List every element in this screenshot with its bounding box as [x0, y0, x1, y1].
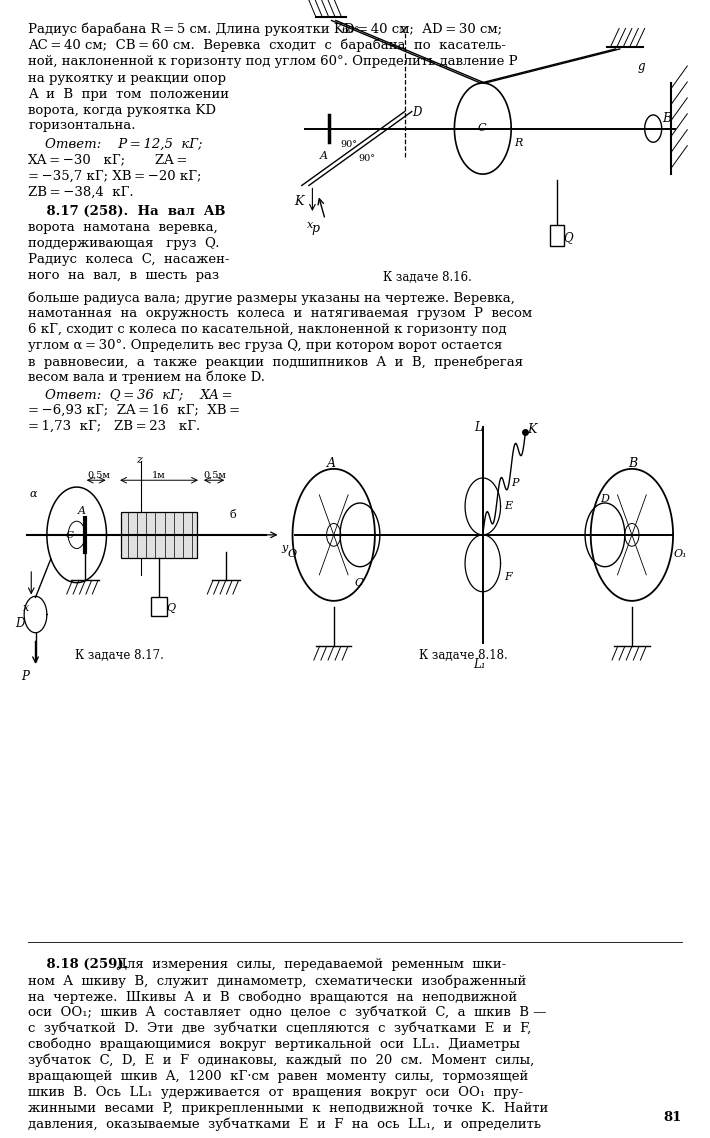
Text: 60°: 60°	[341, 26, 359, 35]
Text: L₁: L₁	[473, 658, 486, 670]
Text: ном  A  шкиву  B,  служит  динамометр,  схематически  изображенный: ном A шкиву B, служит динамометр, схемат…	[28, 974, 527, 988]
Text: в  равновесии,  а  также  реакции  подшипников  A  и  B,  пренебрегая: в равновесии, а также реакции подшипнико…	[28, 355, 523, 369]
Text: = −6,93 кГ;  ZA = 16  кГ;  XB =: = −6,93 кГ; ZA = 16 кГ; XB =	[28, 404, 241, 417]
Text: 6 кГ, сходит с колеса по касательной, наклоненной к горизонту под: 6 кГ, сходит с колеса по касательной, на…	[28, 323, 507, 336]
Text: намотанная  на  окружность  колеса  и  натягиваемая  грузом  P  весом: намотанная на окружность колеса и натяги…	[28, 307, 532, 320]
Text: больше радиуса вала; другие размеры указаны на чертеже. Веревка,: больше радиуса вала; другие размеры указ…	[28, 291, 515, 305]
Text: ZB = −38,4  кГ.: ZB = −38,4 кГ.	[28, 185, 134, 198]
Text: C: C	[65, 531, 74, 541]
Text: x: x	[307, 220, 313, 230]
Text: p: p	[311, 222, 319, 234]
Text: g: g	[638, 60, 645, 73]
Text: 81: 81	[663, 1112, 682, 1124]
Text: y: y	[282, 543, 288, 553]
Text: горизонтальна.: горизонтальна.	[28, 119, 136, 132]
Text: = −35,7 кГ; XB = −20 кГ;: = −35,7 кГ; XB = −20 кГ;	[28, 170, 202, 182]
Text: D: D	[600, 494, 608, 504]
Text: z: z	[136, 455, 141, 465]
Text: P: P	[21, 670, 29, 683]
Text: O: O	[288, 549, 297, 559]
Text: Q: Q	[166, 603, 175, 613]
Text: z: z	[400, 23, 407, 35]
Text: D: D	[16, 617, 25, 629]
Text: Радиус барабана R = 5 см. Длина рукоятки KD = 40 см;  AD = 30 см;: Радиус барабана R = 5 см. Длина рукоятки…	[28, 23, 503, 36]
Text: Ответ:    P = 12,5  кГ;: Ответ: P = 12,5 кГ;	[28, 138, 203, 150]
Text: Ответ:  Q = 36  кГ;    XA =: Ответ: Q = 36 кГ; XA =	[28, 388, 233, 401]
Text: зубчаток  C,  D,  E  и  F  одинаковы,  каждый  по  20  см.  Момент  силы,: зубчаток C, D, E и F одинаковы, каждый п…	[28, 1054, 535, 1067]
Polygon shape	[121, 512, 197, 558]
Text: F: F	[504, 572, 512, 583]
Text: A  и  B  при  том  положении: A и B при том положении	[28, 88, 229, 100]
Text: P: P	[511, 478, 519, 488]
Text: B: B	[662, 112, 671, 124]
Text: B: B	[628, 457, 638, 470]
Text: R: R	[514, 138, 523, 148]
Text: E: E	[504, 501, 512, 511]
Text: ворота, когда рукоятка KD: ворота, когда рукоятка KD	[28, 104, 217, 116]
Text: ворота  намотана  веревка,: ворота намотана веревка,	[28, 221, 218, 233]
Text: K: K	[295, 195, 304, 207]
Text: O₁: O₁	[673, 549, 687, 559]
Text: ного  на  вал,  в  шесть  раз: ного на вал, в шесть раз	[28, 269, 219, 281]
Text: α: α	[29, 489, 37, 500]
Text: Q: Q	[563, 231, 573, 244]
Text: углом α = 30°. Определить вес груза Q, при котором ворот остается: углом α = 30°. Определить вес груза Q, п…	[28, 339, 503, 352]
Text: 1м: 1м	[152, 471, 165, 480]
Text: A: A	[78, 506, 86, 517]
Text: = 1,73  кГ;   ZB = 23   кГ.: = 1,73 кГ; ZB = 23 кГ.	[28, 420, 201, 432]
Text: 0,5м: 0,5м	[203, 471, 226, 480]
Text: A: A	[320, 151, 328, 162]
Text: C: C	[478, 123, 486, 133]
Text: поддерживающая   груз  Q.: поддерживающая груз Q.	[28, 237, 220, 249]
Text: 0,5м: 0,5м	[87, 471, 110, 480]
Text: свободно  вращающимися  вокруг  вертикальной  оси  LL₁.  Диаметры: свободно вращающимися вокруг вертикально…	[28, 1038, 520, 1052]
Text: с  зубчаткой  D.  Эти  две  зубчатки  сцепляются  с  зубчатками  E  и  F,: с зубчаткой D. Эти две зубчатки сцепляют…	[28, 1022, 532, 1036]
Text: жинными  весами  P,  прикрепленными  к  неподвижной  точке  K.  Найти: жинными весами P, прикрепленными к непод…	[28, 1102, 549, 1114]
Text: оси  OO₁;  шкив  A  составляет  одно  целое  с  зубчаткой  C,  а  шкив  B —: оси OO₁; шкив A составляет одно целое с …	[28, 1006, 547, 1020]
Text: Для  измерения  силы,  передаваемой  ременным  шки-: Для измерения силы, передаваемой ременны…	[112, 958, 506, 971]
Text: на  чертеже.  Шкивы  A  и  B  свободно  вращаются  на  неподвижной: на чертеже. Шкивы A и B свободно вращают…	[28, 990, 518, 1004]
Text: C: C	[355, 578, 364, 588]
Polygon shape	[151, 597, 167, 616]
Text: 8.18 (259).: 8.18 (259).	[28, 958, 129, 971]
Text: б: б	[229, 510, 236, 520]
Text: XA = −30   кГ;       ZA =: XA = −30 кГ; ZA =	[28, 154, 187, 166]
Text: К задаче 8.18.: К задаче 8.18.	[419, 649, 508, 661]
Text: ной, наклоненной к горизонту под углом 60°. Определить давление P: ной, наклоненной к горизонту под углом 6…	[28, 55, 518, 67]
Text: давления,  оказываемые  зубчатками  E  и  F  на  ось  LL₁,  и  определить: давления, оказываемые зубчатками E и F н…	[28, 1118, 542, 1131]
Text: x: x	[23, 603, 30, 613]
Text: вращающей  шкив  A,  1200  кГ·см  равен  моменту  силы,  тормозящей: вращающей шкив A, 1200 кГ·см равен момен…	[28, 1070, 529, 1082]
Text: K: K	[528, 423, 537, 436]
Text: К задаче 8.16.: К задаче 8.16.	[383, 271, 472, 283]
Polygon shape	[550, 225, 564, 246]
Text: шкив  B.  Ось  LL₁  удерживается  от  вращения  вокруг  оси  OO₁  пру-: шкив B. Ось LL₁ удерживается от вращения…	[28, 1086, 523, 1098]
Text: 90°: 90°	[359, 154, 376, 163]
Text: D: D	[412, 106, 421, 118]
Text: 8.17 (258).  На  вал  AB: 8.17 (258). На вал AB	[28, 205, 226, 217]
Text: A: A	[327, 457, 336, 470]
Text: на рукоятку и реакции опор: на рукоятку и реакции опор	[28, 72, 226, 84]
Text: L: L	[474, 421, 482, 434]
Text: 90°: 90°	[341, 140, 358, 149]
Text: AC = 40 см;  CB = 60 см.  Веревка  сходит  с  барабана  по  касатель-: AC = 40 см; CB = 60 см. Веревка сходит с…	[28, 39, 506, 52]
Text: весом вала и трением на блоке D.: весом вала и трением на блоке D.	[28, 371, 266, 385]
Text: К задаче 8.17.: К задаче 8.17.	[75, 649, 163, 661]
Text: Радиус  колеса  C,  насажен-: Радиус колеса C, насажен-	[28, 253, 230, 265]
